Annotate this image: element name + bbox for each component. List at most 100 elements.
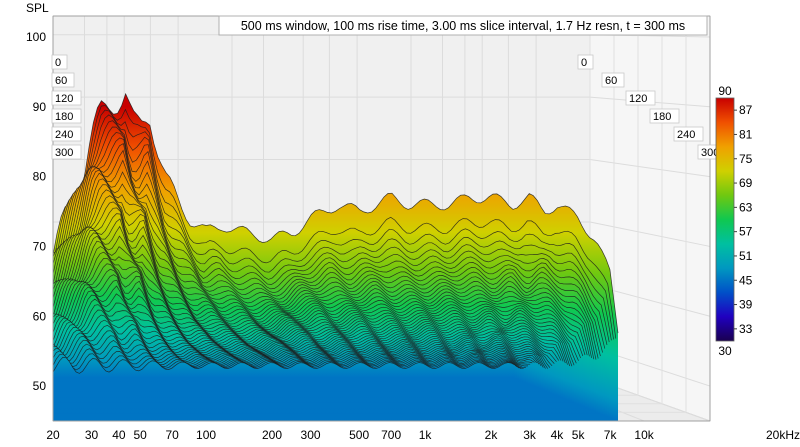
x-tick-label: 3k	[523, 428, 537, 442]
slice-outline	[52, 189, 586, 356]
time-tick-box	[673, 126, 704, 142]
slice-outline	[52, 304, 540, 365]
time-tick-label: 300	[701, 147, 719, 159]
x-tick-label: 5k	[572, 428, 586, 442]
time-tick-label: 120	[55, 93, 73, 105]
slice-outline	[52, 218, 575, 366]
time-tick-label: 180	[55, 111, 73, 123]
waterfall-surface	[52, 92, 619, 422]
slice-outline	[52, 235, 568, 365]
x-tick-label: 10k	[634, 428, 654, 442]
x-tick-label: 500	[349, 428, 369, 442]
x-tick-label: 30	[85, 428, 99, 442]
grid-line-side	[589, 159, 711, 178]
slice-outline	[52, 132, 606, 349]
slice-outline	[52, 339, 524, 369]
slice-outline	[52, 149, 599, 359]
colorbar: 90 30 33 39 45 51 57 63 69 75 81 87	[715, 84, 753, 358]
colorbar-tick-label: 81	[739, 127, 753, 141]
slice-outline	[52, 263, 557, 362]
x-tick-label: 200	[262, 428, 282, 442]
slice-outline	[52, 240, 566, 364]
x-tick-label: 2k	[485, 428, 499, 442]
slice-outline	[52, 356, 515, 374]
time-tick-label: 240	[677, 129, 695, 141]
colorbar-tick-label: 69	[739, 176, 753, 190]
slice-outline	[52, 213, 577, 364]
colorbar-tick-label: 75	[739, 152, 753, 166]
time-tick-label: 60	[55, 75, 67, 87]
slice-outline	[52, 195, 584, 357]
time-tick-box	[577, 54, 594, 70]
colorbar-max-label: 90	[718, 84, 732, 98]
time-tick-label: 0	[55, 57, 61, 69]
y-tick-label: 100	[26, 30, 46, 44]
y-tick-label: 50	[33, 379, 47, 393]
slice-outline	[52, 290, 546, 369]
time-axis-ticks-left: 0 60 120 180 240 300	[51, 54, 82, 160]
x-tick-label: 1k	[419, 428, 433, 442]
slice-outline	[52, 92, 619, 334]
x-tick-label: 20	[46, 428, 60, 442]
slice-outline	[52, 109, 614, 340]
x-tick-label: 40	[112, 428, 126, 442]
slice-outline	[52, 268, 555, 364]
slice-outline	[52, 126, 608, 345]
slice-outline	[52, 279, 551, 368]
slice-outline	[52, 142, 601, 357]
slice-outline	[52, 120, 610, 343]
y-tick-label: 90	[33, 100, 47, 114]
time-tick-label: 240	[55, 129, 73, 141]
slice-fill	[53, 357, 515, 378]
time-tick-box	[649, 108, 680, 124]
time-tick-label: 120	[629, 93, 647, 105]
slice-outline	[52, 285, 548, 369]
slice-outline	[52, 294, 544, 368]
time-tick-box	[601, 72, 625, 88]
colorbar-tick-label: 57	[739, 225, 753, 239]
slice-outline	[52, 159, 597, 360]
x-tick-label: 300	[301, 428, 321, 442]
grid-line-side	[589, 221, 711, 247]
time-tick-box	[51, 72, 75, 88]
slice-outline	[52, 178, 590, 357]
slice-outline	[52, 325, 531, 365]
colorbar-tick-label: 45	[739, 273, 753, 287]
slice-outline	[52, 298, 542, 367]
time-tick-box	[625, 90, 656, 106]
x-tick-label: 20kHz	[766, 428, 800, 442]
time-tick-label: 300	[55, 147, 73, 159]
y-tick-label: 60	[33, 309, 47, 323]
y-tick-label: 80	[33, 170, 47, 184]
time-tick-box	[51, 144, 82, 160]
time-tick-box	[51, 108, 82, 124]
y-tick-label: 70	[33, 239, 47, 253]
slice-outline	[52, 114, 612, 341]
x-tick-label: 50	[133, 428, 147, 442]
slice-outline	[52, 319, 533, 364]
colorbar-tick-label: 33	[739, 322, 753, 336]
time-tick-box	[51, 90, 82, 106]
slice-outline	[52, 335, 526, 368]
slice-outline	[52, 330, 529, 367]
time-axis-ticks-right: 0 60 120 180 240 300	[577, 54, 728, 160]
x-tick-label: 70	[165, 428, 179, 442]
x-axis-ticks: 20 30 40 50 70 100 200 300 500 700 1k 2k 3k 4k 5k 7k 10k…	[46, 428, 800, 442]
x-tick-label: 700	[381, 428, 401, 442]
slice-outline	[52, 314, 535, 363]
x-tick-label: 100	[196, 428, 216, 442]
slice-outline	[52, 201, 581, 359]
slice-outline	[52, 232, 571, 367]
slice-outline	[52, 184, 588, 356]
waterfall-slice	[52, 356, 515, 378]
time-tick-box	[51, 126, 82, 142]
time-tick-label: 60	[605, 75, 617, 87]
y-axis-label: SPL	[26, 1, 49, 15]
slice-outline	[52, 169, 595, 360]
colorbar-tick-label: 87	[739, 103, 753, 117]
chart-title-box	[218, 15, 708, 36]
x-tick-label: 4k	[551, 428, 565, 442]
y-axis-ticks: 50 60 70 80 90 100	[26, 30, 46, 393]
colorbar-min-label: 30	[718, 344, 732, 358]
